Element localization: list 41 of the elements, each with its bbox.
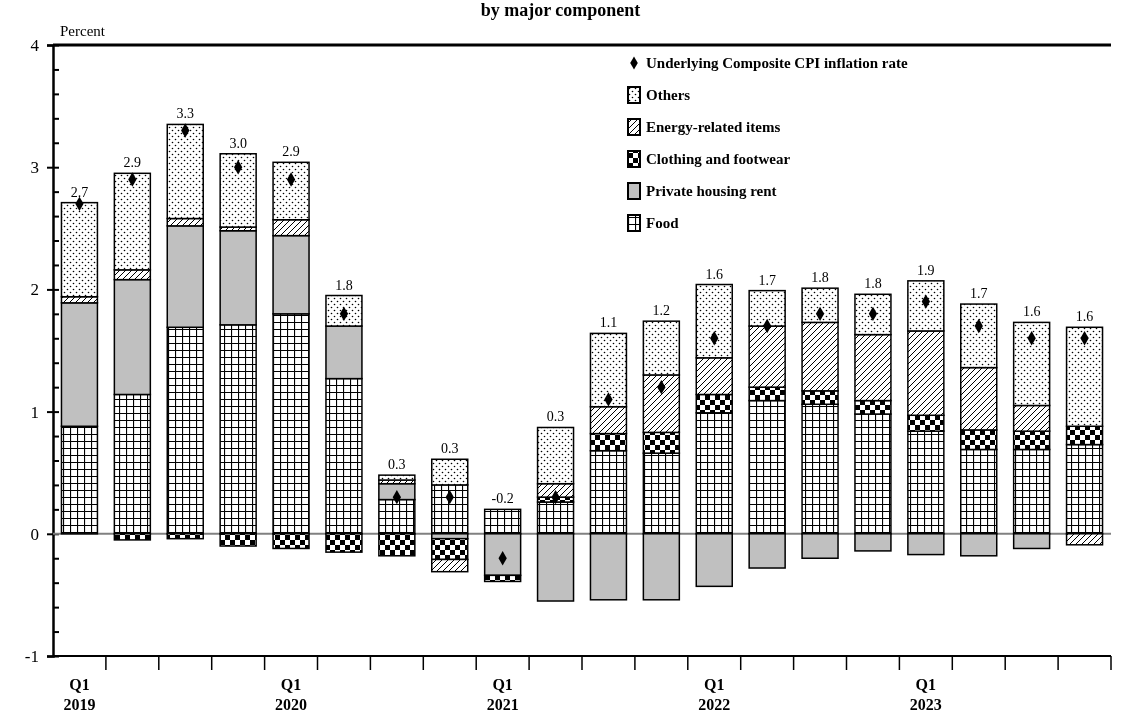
- legend-label: Others: [646, 87, 691, 103]
- bar: [219, 153, 257, 228]
- total-label: 3.3: [176, 106, 194, 122]
- total-label: 1.6: [1075, 309, 1094, 325]
- y-tick-label: 1: [30, 402, 39, 422]
- total-label: 1.8: [335, 277, 353, 293]
- total-label: 1.7: [970, 286, 988, 302]
- x-tick-label: Q1 2020: [275, 676, 308, 713]
- x-tick-label: Q1 2019: [63, 676, 96, 713]
- y-tick-label: -1: [24, 646, 39, 666]
- legend-label: Clothing and footwear: [646, 151, 791, 167]
- legend-label: Food: [646, 215, 680, 231]
- legend-label: Energy-related items: [646, 119, 781, 135]
- total-label: 0.3: [546, 409, 565, 425]
- x-tick-label: Q1 2022: [698, 676, 731, 713]
- legend-label: Private housing rent: [646, 183, 777, 199]
- y-tick-label: 3: [30, 158, 39, 178]
- total-label: 1.8: [811, 270, 829, 286]
- total-label: 1.2: [652, 303, 671, 319]
- total-label: -0.2: [491, 491, 514, 507]
- total-label: 1.6: [705, 266, 723, 282]
- y-tick-label: 0: [30, 524, 39, 544]
- total-label: 0.3: [441, 441, 459, 457]
- total-label: 0.3: [388, 457, 406, 473]
- bar: [378, 474, 416, 481]
- y-tick-label: 2: [30, 280, 39, 300]
- total-label: 2.7: [70, 184, 89, 200]
- y-axis-title: Percent: [60, 23, 106, 39]
- total-label: 1.7: [758, 272, 776, 288]
- x-tick-label: Q1 2021: [486, 676, 519, 713]
- total-label: 2.9: [123, 155, 142, 171]
- total-label: 3.0: [229, 135, 247, 151]
- chart-title: by major component: [480, 0, 641, 20]
- total-label: 2.9: [282, 144, 300, 160]
- total-label: 1.9: [917, 262, 935, 278]
- legend-label: Underlying Composite CPI inflation rate: [646, 55, 908, 71]
- y-tick-label: 4: [30, 35, 40, 55]
- total-label: 1.1: [599, 315, 618, 331]
- x-tick-label: Q1 2023: [909, 676, 942, 713]
- total-label: 1.8: [864, 276, 882, 292]
- total-label: 1.6: [1022, 304, 1041, 320]
